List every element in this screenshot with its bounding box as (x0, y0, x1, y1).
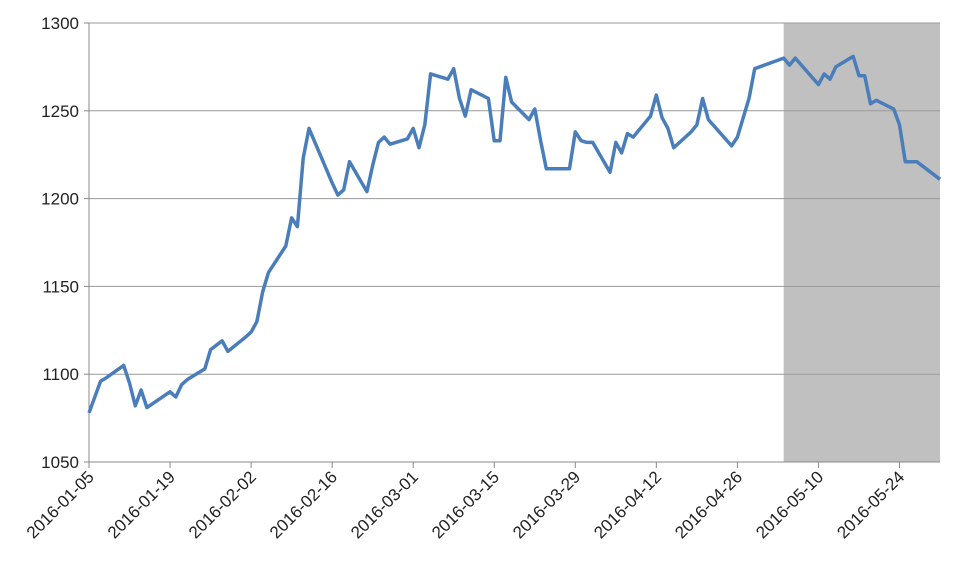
highlight-band (783, 23, 940, 462)
x-tick-label: 2016-03-01 (347, 467, 422, 542)
x-tick-label: 2016-05-10 (752, 467, 827, 542)
x-tick-label: 2016-03-29 (509, 467, 584, 542)
x-tick-label: 2016-01-19 (104, 467, 179, 542)
data-line (87, 54, 942, 414)
y-tick-label: 1050 (41, 453, 79, 472)
x-tick-label: 2016-01-05 (23, 467, 98, 542)
x-tick-label: 2016-03-15 (428, 467, 503, 542)
x-tick-label: 2016-02-02 (185, 467, 260, 542)
y-tick-label: 1150 (42, 277, 79, 296)
y-tick-label: 1250 (41, 102, 79, 121)
x-tick-label: 2016-04-26 (671, 467, 746, 542)
x-tick-label: 2016-05-24 (833, 467, 908, 542)
x-tick-label: 2016-04-12 (590, 467, 665, 542)
x-tick-label: 2016-02-16 (266, 467, 341, 542)
y-tick-label: 1200 (41, 190, 79, 209)
y-tick-label: 1100 (42, 365, 79, 384)
y-tick-label: 1300 (41, 14, 79, 33)
